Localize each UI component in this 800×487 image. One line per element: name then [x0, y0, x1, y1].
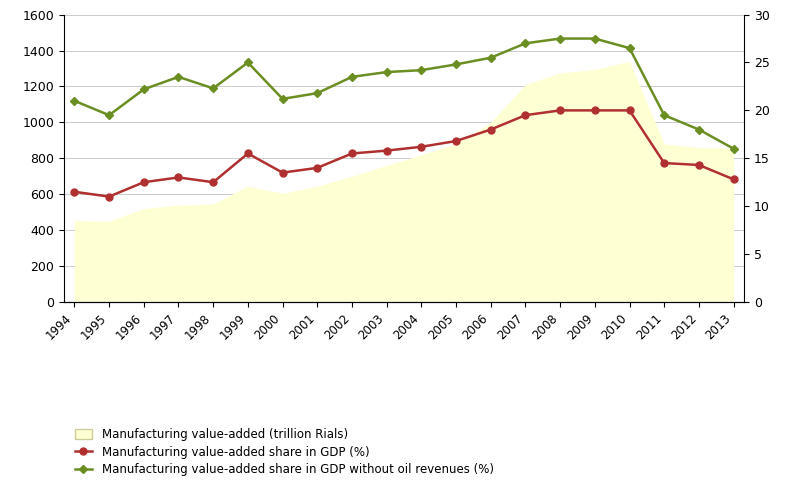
Legend: Manufacturing value-added (trillion Rials), Manufacturing value-added share in G: Manufacturing value-added (trillion Rial… [70, 423, 498, 481]
